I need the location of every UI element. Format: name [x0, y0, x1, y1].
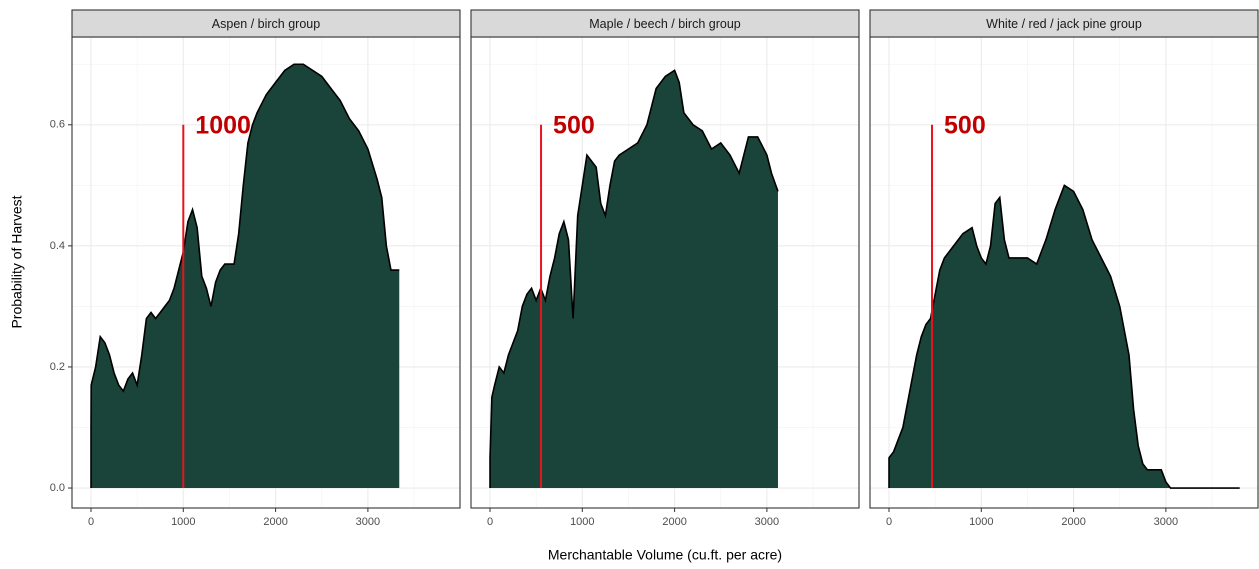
- strip: [869, 9, 1259, 38]
- x-tick-label: 1000: [171, 516, 195, 528]
- area: [889, 185, 1240, 489]
- y-tick-label: 0.0: [50, 482, 65, 494]
- y-axis-title: Probability of Harvest: [9, 195, 25, 328]
- x-tick-label: 3000: [755, 516, 779, 528]
- annotation: 500: [944, 111, 986, 139]
- annotation: 1000: [195, 111, 251, 139]
- annotation: 500: [553, 111, 595, 139]
- y-tick-label: 0.4: [50, 240, 65, 252]
- area-outline: [888, 184, 1240, 489]
- x-tick-label: 0: [88, 516, 94, 528]
- area-outline: [489, 69, 779, 489]
- area-outline: [90, 63, 400, 489]
- area: [91, 64, 400, 489]
- x-tick-label: 2000: [662, 516, 686, 528]
- x-tick-label: 2000: [1061, 516, 1085, 528]
- strip: [71, 9, 461, 38]
- x-tick-label: 1000: [969, 516, 993, 528]
- x-axis-title: Merchantable Volume (cu.ft. per acre): [548, 547, 782, 563]
- x-tick-label: 3000: [1154, 516, 1178, 528]
- strip-title: Maple / beech / birch group: [589, 17, 741, 31]
- x-tick-label: 3000: [356, 516, 380, 528]
- y-tick-label: 0.6: [50, 119, 65, 131]
- x-tick-label: 0: [487, 516, 493, 528]
- strip-title: White / red / jack pine group: [986, 17, 1142, 31]
- x-tick-label: 1000: [570, 516, 594, 528]
- area: [490, 70, 778, 489]
- strip-title: Aspen / birch group: [212, 17, 320, 31]
- y-tick-label: 0.2: [50, 361, 65, 373]
- strip: [470, 9, 860, 38]
- x-tick-label: 2000: [263, 516, 287, 528]
- x-tick-label: 0: [886, 516, 892, 528]
